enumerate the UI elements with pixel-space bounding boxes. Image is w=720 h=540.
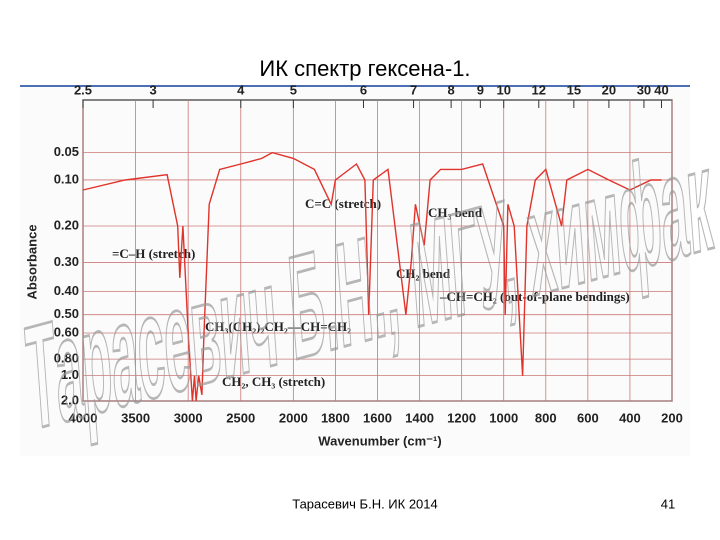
y-axis-label: Absorbance (24, 224, 39, 299)
x-tick-label: 800 (535, 410, 557, 425)
x-tick-label: 1000 (489, 410, 518, 425)
top-tick-label: 10 (496, 82, 510, 97)
y-tick-label: 0.10 (54, 171, 79, 186)
y-tick-label: 0.05 (54, 144, 79, 159)
top-tick-label: 4 (237, 82, 245, 97)
annotation: CH₃(CH₂)₂CH₂—CH=CH₂ (205, 319, 351, 334)
x-tick-label: 2500 (226, 410, 255, 425)
spectrum-frame (20, 86, 690, 456)
top-tick-label: 20 (602, 82, 616, 97)
top-tick-label: 8 (448, 82, 455, 97)
x-axis-label: Wavenumber (cm⁻¹) (318, 433, 441, 448)
x-tick-label: 2000 (279, 410, 308, 425)
top-tick-label: 7 (410, 82, 417, 97)
top-tick-label: 12 (532, 82, 546, 97)
page-number: 41 (661, 496, 675, 511)
spectrum-line (82, 151, 662, 402)
y-tick-label: 0.20 (54, 217, 79, 232)
y-tick-label: 0.30 (54, 254, 79, 269)
x-tick-label: 400 (619, 410, 641, 425)
slide-title: ИК спектр гексена-1. (259, 56, 470, 81)
x-tick-label: 3000 (174, 410, 203, 425)
footer: Тарасевич Б.Н. ИК 2014 (292, 496, 438, 511)
x-tick-label: 1800 (321, 410, 350, 425)
y-tick-label: 0.50 (54, 306, 79, 321)
annotation: C=C (stretch) (305, 196, 381, 211)
top-tick-label: 40 (654, 82, 668, 97)
x-tick-label: 1600 (363, 410, 392, 425)
top-tick-label: 15 (567, 82, 581, 97)
annotation: –CH=CH₂ (out-of-plane bendings) (439, 289, 630, 304)
top-tick-label: 5 (290, 82, 297, 97)
x-tick-label: 200 (661, 410, 683, 425)
x-tick-label: 1400 (405, 410, 434, 425)
x-tick-label: 4000 (69, 410, 98, 425)
y-tick-label: 1.0 (61, 367, 79, 382)
annotation: CH₃ bend (428, 205, 483, 220)
y-tick-label: 0.40 (54, 283, 79, 298)
y-tick-label: 0.60 (54, 324, 79, 339)
y-tick-label: 2.0 (61, 392, 79, 407)
top-tick-label: 3 (150, 82, 157, 97)
annotation: =C–H (stretch) (112, 246, 195, 261)
x-tick-label: 1200 (447, 410, 476, 425)
annotation: CH₂, CH₃ (stretch) (222, 374, 325, 389)
top-tick-label: 9 (477, 82, 484, 97)
x-tick-label: 3500 (121, 410, 150, 425)
x-tick-label: 600 (577, 410, 599, 425)
top-tick-label: 6 (360, 82, 367, 97)
y-tick-label: 0.80 (54, 351, 79, 366)
top-tick-label: 30 (637, 82, 651, 97)
top-tick-label: 2.5 (74, 82, 92, 97)
